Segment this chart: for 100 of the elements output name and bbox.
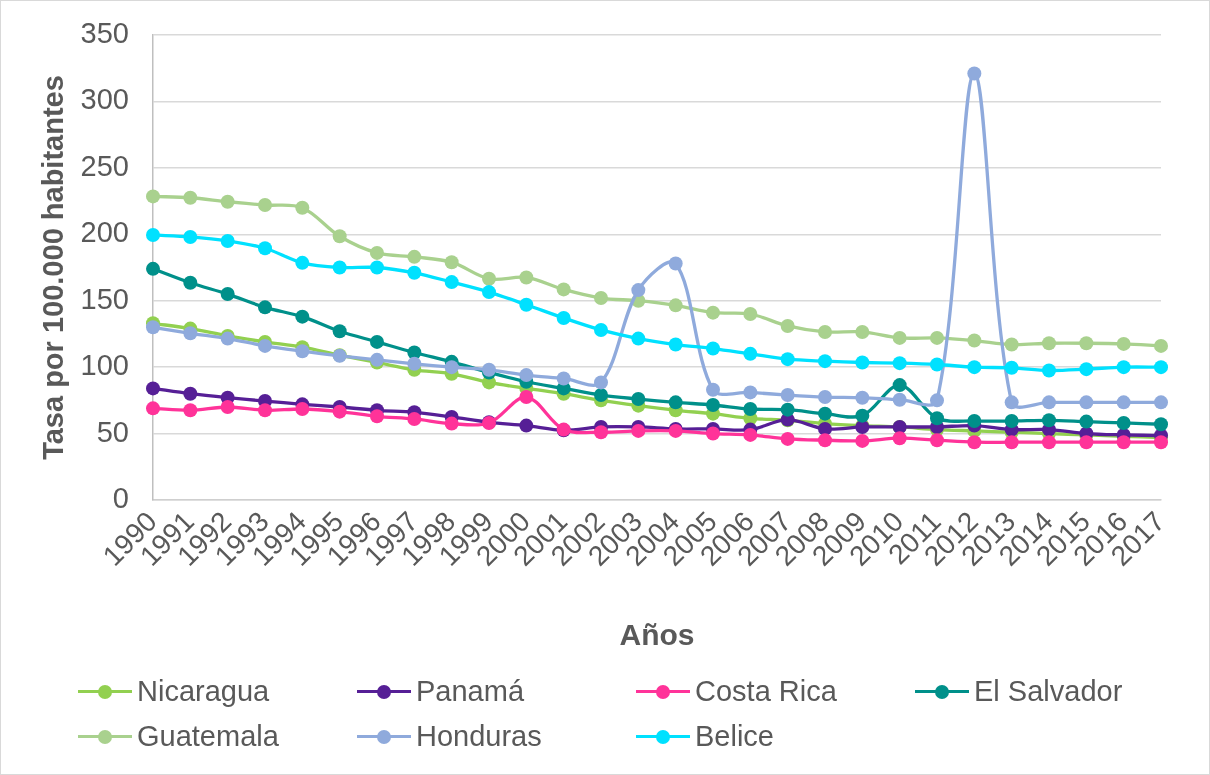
legend-label: Nicaragua: [137, 675, 270, 708]
point: [556, 310, 571, 325]
point: [1004, 395, 1019, 410]
legend-label: Guatemala: [137, 720, 279, 753]
point: [258, 403, 272, 418]
point: [258, 300, 272, 315]
point: [332, 260, 347, 275]
point: [818, 406, 832, 421]
point: [855, 433, 870, 448]
point: [818, 390, 832, 405]
point: [1116, 360, 1131, 375]
point: [1004, 360, 1019, 375]
legend-label: Honduras: [416, 720, 542, 753]
point: [146, 261, 160, 276]
point: [594, 291, 608, 306]
y-tick-label: 0: [112, 482, 129, 514]
point: [146, 401, 160, 416]
point: [146, 189, 160, 204]
point: [444, 255, 459, 270]
y-tick-label: 150: [80, 282, 129, 315]
point: [1154, 360, 1168, 375]
point: [1154, 338, 1168, 353]
point: [631, 283, 646, 298]
point: [146, 320, 160, 335]
point: [183, 190, 198, 205]
point: [855, 324, 870, 339]
point: [332, 324, 347, 339]
point: [183, 229, 198, 244]
point: [220, 233, 235, 248]
point: [967, 66, 982, 81]
point: [1042, 363, 1056, 378]
point: [1154, 417, 1168, 432]
point: [668, 395, 683, 410]
legend-label: Belice: [695, 720, 774, 753]
point: [743, 401, 758, 416]
point: [930, 433, 944, 448]
legend-label: Panamá: [416, 675, 525, 708]
y-tick-label: 100: [80, 349, 129, 382]
point: [295, 255, 310, 270]
point: [743, 427, 758, 442]
point: [967, 333, 982, 348]
point: [706, 382, 720, 397]
point: [743, 307, 758, 321]
point: [1079, 336, 1094, 351]
point: [818, 354, 832, 369]
point: [668, 256, 683, 271]
y-tick-label: 300: [80, 83, 129, 116]
point: [519, 390, 534, 405]
point: [519, 297, 534, 312]
y-axis-title: Tasa por 100.000 habitantes: [37, 75, 70, 460]
point: [1004, 413, 1019, 428]
point: [631, 423, 646, 438]
point: [556, 371, 571, 386]
x-axis-title: Años: [619, 618, 695, 652]
point: [407, 265, 422, 280]
point: [1079, 435, 1094, 450]
point: [780, 352, 795, 367]
point: [444, 275, 459, 290]
y-tick-label: 250: [80, 149, 129, 182]
point: [1079, 362, 1094, 377]
point: [780, 388, 795, 403]
point: [519, 418, 534, 433]
point: [780, 431, 795, 446]
y-tick-label: 50: [96, 415, 129, 448]
point: [556, 282, 571, 297]
point: [930, 393, 944, 408]
point: [220, 400, 235, 414]
legend-label: El Salvador: [974, 675, 1123, 708]
point: [370, 334, 384, 349]
point: [1079, 414, 1094, 429]
point: [631, 331, 646, 346]
point: [146, 227, 160, 242]
point: [818, 433, 832, 448]
point: [332, 404, 347, 419]
point: [780, 318, 795, 333]
point: [370, 245, 384, 260]
point: [1004, 337, 1019, 352]
point: [370, 409, 384, 424]
point: [258, 338, 272, 353]
point: [967, 435, 982, 450]
point: [1116, 435, 1131, 450]
point: [482, 271, 496, 286]
point: [482, 285, 496, 300]
point: [706, 398, 720, 413]
point: [892, 431, 907, 446]
point: [892, 356, 907, 371]
point: [183, 386, 198, 401]
point: [892, 330, 907, 345]
point: [519, 270, 534, 285]
point: [1079, 395, 1094, 410]
point: [146, 381, 160, 396]
point: [706, 341, 720, 356]
point: [444, 360, 459, 375]
point: [743, 385, 758, 400]
point: [930, 330, 944, 345]
point: [1154, 395, 1168, 410]
point: [818, 324, 832, 339]
point: [258, 198, 272, 213]
point: [668, 337, 683, 352]
point: [594, 322, 608, 337]
